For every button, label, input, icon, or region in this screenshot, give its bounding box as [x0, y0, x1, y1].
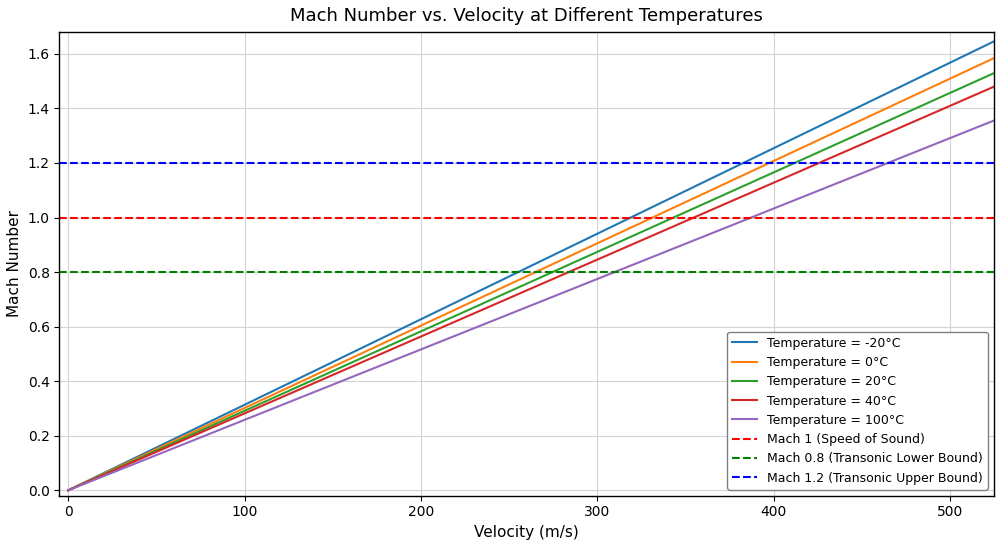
Temperature = 100°C	[62, 487, 74, 493]
Temperature = -20°C	[502, 274, 514, 281]
Temperature = 20°C	[508, 287, 520, 293]
Line: Temperature = 100°C: Temperature = 100°C	[68, 120, 994, 490]
Legend: Temperature = -20°C, Temperature = 0°C, Temperature = 20°C, Temperature = 40°C, : Temperature = -20°C, Temperature = 0°C, …	[727, 332, 988, 490]
Mach 0.8 (Transonic Lower Bound)	[62, 269, 74, 275]
Temperature = 100°C	[988, 117, 1000, 124]
Temperature = -20°C	[614, 220, 626, 226]
Temperature = 40°C	[508, 293, 520, 299]
Line: Temperature = 0°C: Temperature = 0°C	[68, 58, 994, 490]
Temperature = 20°C	[821, 145, 833, 152]
Temperature = 0°C	[966, 65, 978, 72]
Mach 1.2 (Transonic Upper Bound)	[64, 160, 76, 166]
Temperature = 20°C	[966, 80, 978, 86]
Temperature = 20°C	[62, 487, 74, 493]
Temperature = 0°C	[614, 230, 626, 236]
Temperature = 20°C	[614, 238, 626, 245]
Temperature = -20°C	[508, 271, 520, 278]
Temperature = 40°C	[821, 156, 833, 162]
Temperature = -20°C	[62, 487, 74, 493]
Temperature = -20°C	[988, 38, 1000, 45]
Temperature = 20°C	[502, 289, 514, 295]
Mach 0.8 (Transonic Lower Bound)	[64, 269, 76, 275]
Temperature = 100°C	[966, 126, 978, 133]
Temperature = -20°C	[564, 244, 576, 251]
Temperature = 40°C	[988, 83, 1000, 90]
Temperature = 0°C	[821, 133, 833, 139]
Mach 1 (Speed of Sound)	[64, 214, 76, 221]
Temperature = 0°C	[62, 487, 74, 493]
Title: Mach Number vs. Velocity at Different Temperatures: Mach Number vs. Velocity at Different Te…	[290, 7, 763, 25]
Temperature = 20°C	[988, 70, 1000, 77]
Line: Temperature = -20°C: Temperature = -20°C	[68, 42, 994, 490]
Temperature = 100°C	[508, 309, 520, 316]
Line: Temperature = 40°C: Temperature = 40°C	[68, 86, 994, 490]
Temperature = 100°C	[614, 267, 626, 274]
Temperature = -20°C	[966, 49, 978, 55]
Temperature = 0°C	[564, 253, 576, 260]
Temperature = 40°C	[502, 295, 514, 302]
Mach 1.2 (Transonic Upper Bound)	[62, 160, 74, 166]
Temperature = 0°C	[988, 55, 1000, 61]
Temperature = 100°C	[502, 311, 514, 318]
Temperature = 40°C	[62, 487, 74, 493]
Temperature = 40°C	[564, 269, 576, 275]
Temperature = 0°C	[508, 279, 520, 286]
Temperature = 20°C	[564, 261, 576, 268]
Mach 1 (Speed of Sound)	[62, 214, 74, 221]
Temperature = 100°C	[564, 287, 576, 294]
Line: Temperature = 20°C: Temperature = 20°C	[68, 73, 994, 490]
Temperature = 40°C	[966, 93, 978, 100]
Y-axis label: Mach Number: Mach Number	[7, 211, 22, 317]
Temperature = 100°C	[821, 184, 833, 190]
Temperature = -20°C	[821, 119, 833, 126]
Temperature = 0°C	[502, 282, 514, 288]
Temperature = 40°C	[614, 247, 626, 253]
X-axis label: Velocity (m/s): Velocity (m/s)	[474, 525, 579, 540]
